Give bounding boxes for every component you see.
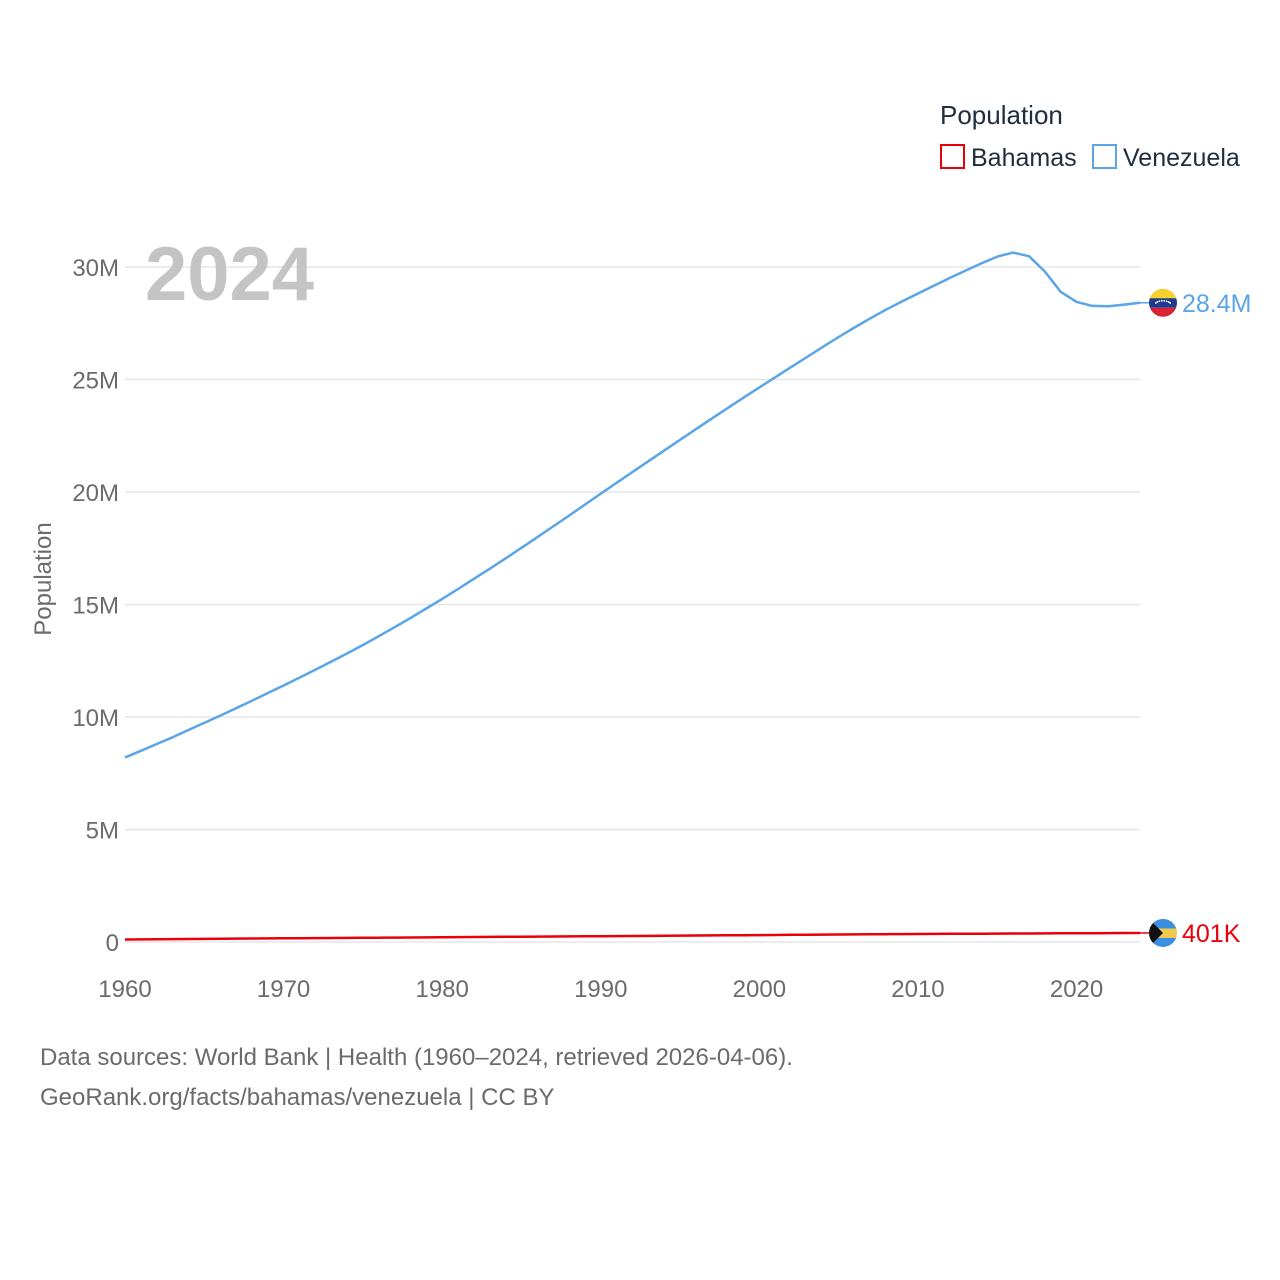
legend-item-venezuela[interactable]: Venezuela (1092, 144, 1240, 172)
series-end-markers: 401K 28.4M (1140, 288, 1251, 948)
y-axis-ticks: 0 5M 10M 15M 20M 25M 30M (72, 255, 119, 957)
x-tick-label: 1990 (574, 976, 627, 1003)
x-tick-label: 1960 (98, 976, 151, 1003)
legend-item-bahamas[interactable]: Bahamas (940, 144, 1077, 172)
source-link[interactable]: GeoRank.org/facts/bahamas/venezuela | CC… (40, 1084, 555, 1111)
y-tick-label: 25M (72, 368, 119, 395)
x-axis-ticks: 1960 1970 1980 1990 2000 2010 2020 (98, 976, 1103, 1003)
legend-swatch (1092, 144, 1117, 169)
y-tick-label: 0 (106, 930, 119, 957)
y-tick-label: 15M (72, 593, 119, 620)
y-tick-label: 10M (72, 705, 119, 732)
legend-title: Population (940, 100, 1063, 130)
x-tick-label: 1980 (415, 976, 468, 1003)
y-tick-label: 30M (72, 255, 119, 282)
grid-lines (125, 266, 1140, 943)
y-axis-label: Population (30, 522, 57, 635)
legend: Population Bahamas Venezuela (940, 100, 1240, 172)
year-label: 2024 (145, 232, 314, 317)
x-tick-label: 2000 (733, 976, 786, 1003)
y-tick-label: 20M (72, 480, 119, 507)
legend-swatch (940, 144, 965, 169)
end-value-label-bahamas: 401K (1182, 920, 1241, 948)
series-line-bahamas (124, 931, 1140, 941)
series-line-venezuela (124, 251, 1141, 759)
venezuela-flag-icon (1149, 288, 1177, 317)
bahamas-flag-icon (1149, 918, 1177, 947)
x-tick-label: 1970 (257, 976, 310, 1003)
y-tick-label: 5M (86, 818, 119, 845)
x-tick-label: 2010 (891, 976, 944, 1003)
legend-label: Bahamas (971, 144, 1077, 172)
source-note: Data sources: World Bank | Health (1960–… (40, 1044, 793, 1071)
end-value-label-venezuela: 28.4M (1182, 290, 1251, 318)
series-lines (124, 251, 1141, 941)
legend-label: Venezuela (1123, 144, 1240, 172)
x-tick-label: 2020 (1050, 976, 1103, 1003)
